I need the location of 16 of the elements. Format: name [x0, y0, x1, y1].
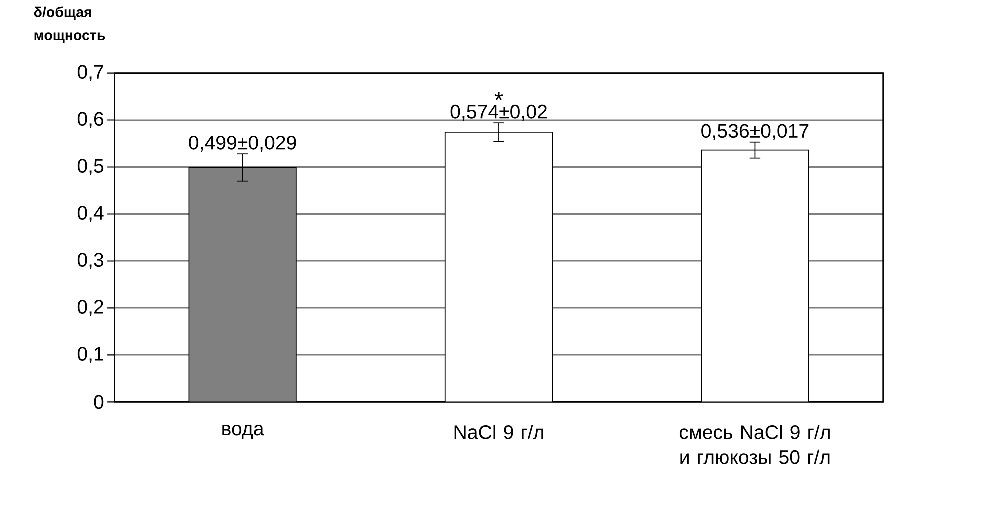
x-tick-label: смесь NaCl 9 г/л и глюкозы 50 г/л	[680, 425, 830, 464]
y-tick-label: 0,5	[78, 159, 104, 176]
y-tick-label: 0	[94, 395, 104, 410]
data-label: 0,574±0,02	[450, 104, 547, 122]
data-label: 0,536±0,017	[702, 124, 809, 140]
y-axis-title: δ/общая мощность	[34, 6, 106, 44]
x-tick-label: вода	[222, 425, 264, 440]
y-tick-label: 0,7	[78, 65, 104, 82]
y-tick-label: 0,1	[78, 347, 104, 364]
y-tick-label: 0,4	[78, 206, 104, 222]
y-tick-label: 0,3	[78, 253, 104, 270]
y-tick-label: 0,6	[78, 112, 104, 128]
x-tick-label: NaCl 9 г/л	[454, 425, 544, 440]
annotation: *	[494, 92, 504, 100]
y-tick-label: 0,2	[78, 300, 104, 316]
data-label: 0,499±0,029	[189, 136, 296, 152]
